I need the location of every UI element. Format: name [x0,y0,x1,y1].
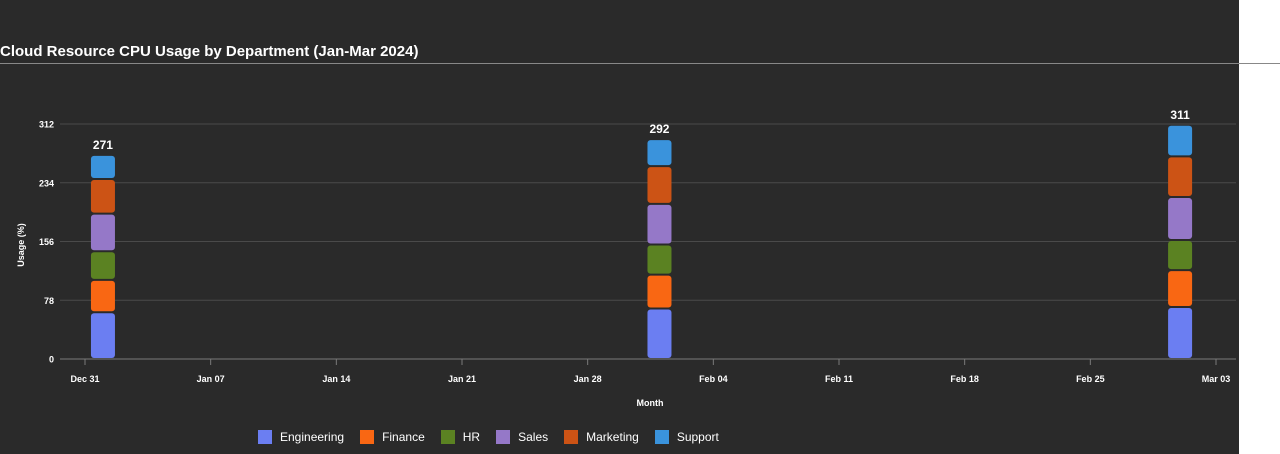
bar-segment-engineering [90,313,115,358]
x-tick-label: Feb 18 [950,374,979,384]
legend-swatch [258,430,272,444]
x-tick-label: Jan 28 [574,374,602,384]
bar-segment-engineering [647,309,672,358]
x-axis-title: Month [637,398,664,408]
x-tick-label: Feb 25 [1076,374,1105,384]
legend-swatch [440,430,455,444]
chart-panel [0,0,1239,454]
legend-swatch [360,430,375,444]
bar-segment-engineering [1168,308,1193,358]
bar-segment-hr [1168,240,1193,270]
bar-total-label: 311 [1170,108,1190,122]
bar-segment-finance [647,275,672,308]
x-tick-label: Feb 11 [825,374,853,384]
bar-segment-support [647,140,672,166]
y-tick-label: 78 [44,296,54,306]
bar-segment-sales [90,214,115,251]
x-tick-label: Jan 14 [322,374,350,384]
legend-label: HR [462,430,481,444]
x-tick-label: Dec 31 [70,374,99,384]
bar-segment-finance [1168,271,1193,307]
legend-item[interactable]: HR [440,430,481,444]
x-tick-label: Jan 07 [197,374,225,384]
bar-segment-marketing [90,179,115,213]
bar-segment-hr [647,245,672,274]
y-tick-label: 156 [39,237,54,247]
bar-segment-sales [647,204,672,244]
legend-label: Sales [518,430,549,444]
legend-item[interactable]: Sales [496,430,548,444]
bar-segment-marketing [647,167,672,203]
bar-segment-sales [1168,198,1193,239]
legend-item[interactable]: Engineering [258,430,344,444]
x-tick-label: Jan 21 [448,374,476,384]
chart-legend: Engineering Finance HR Sales Marketing Suppor… [258,430,735,444]
x-tick-label: Mar 03 [1202,374,1231,384]
legend-swatch [564,430,579,444]
bar-segment-hr [90,252,115,279]
y-tick-label: 312 [39,120,54,130]
x-tick-label: Feb 04 [699,374,728,384]
chart-title: Cloud Resource CPU Usage by Department (… [0,43,419,60]
legend-label: Finance [382,430,425,444]
legend-swatch [654,430,669,444]
y-tick-label: 234 [39,178,54,188]
legend-label: Engineering [280,430,345,444]
legend-item[interactable]: Support [654,430,719,444]
bar-total-label: 271 [93,138,113,152]
legend-item[interactable]: Marketing [564,430,639,444]
legend-label: Support [676,430,719,444]
y-axis-title: Usage (%) [16,223,26,267]
bar-segment-support [90,155,115,178]
bar-segment-marketing [1168,157,1193,197]
legend-item[interactable]: Finance [360,430,425,444]
y-tick-label: 0 [49,355,54,365]
legend-label: Marketing [586,430,639,444]
legend-swatch [496,430,511,444]
title-divider [0,63,1280,64]
bar-segment-finance [90,280,115,312]
bar-segment-support [1168,125,1193,156]
bar-total-label: 292 [649,122,669,136]
